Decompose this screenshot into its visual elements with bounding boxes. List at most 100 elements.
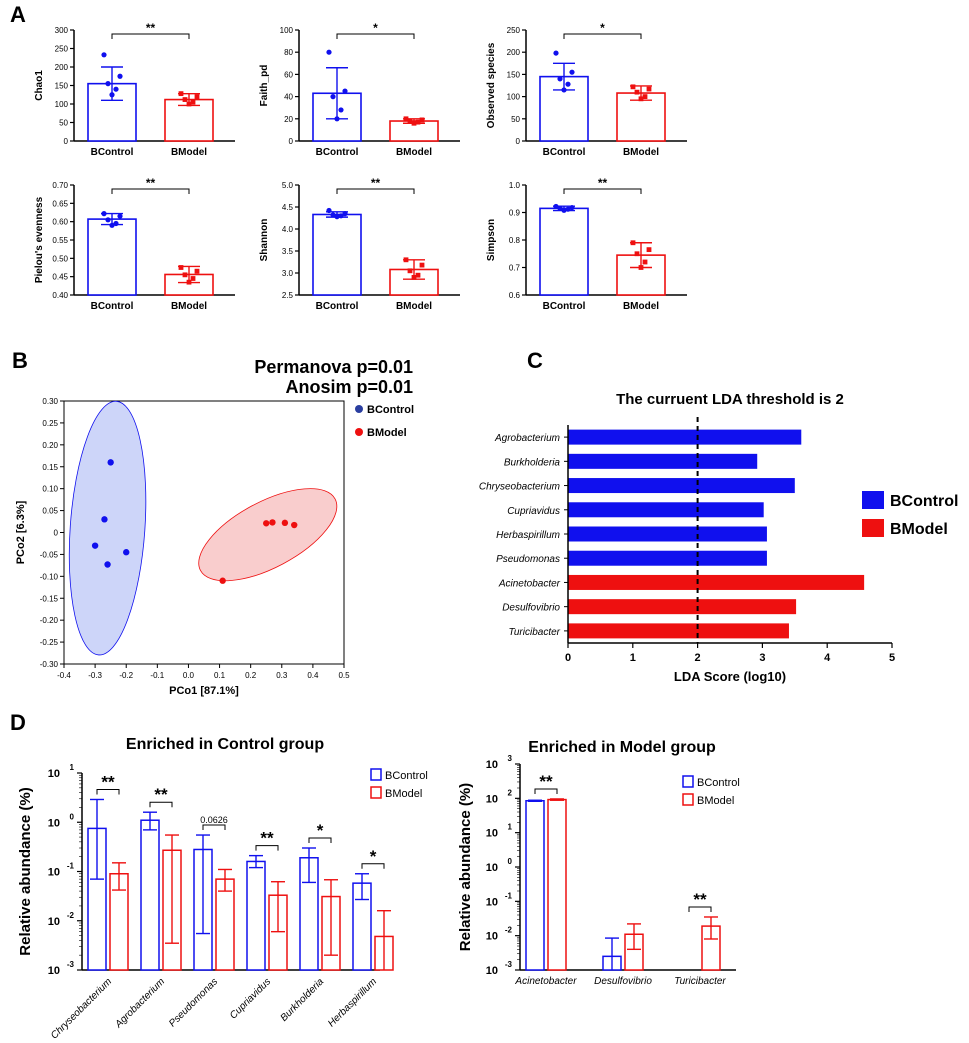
significance-label: ** (154, 785, 168, 804)
y-tick-label: 10 (48, 817, 60, 829)
legend-label: BControl (890, 493, 958, 510)
y-tick-label: 0 (54, 529, 59, 538)
y-axis-label: Pielou's evenness (34, 196, 45, 283)
data-point (117, 213, 123, 219)
y-tick-label: 250 (55, 45, 69, 54)
y-tick-exponent: -2 (67, 911, 75, 920)
bar (539, 75, 589, 142)
y-tick-label: 0.70 (52, 181, 68, 190)
x-tick-label: BModel (396, 147, 432, 158)
group-ellipse (198, 488, 338, 582)
legend-swatch (370, 768, 382, 781)
y-tick-label: -0.30 (40, 660, 59, 669)
y-tick-label: 3.0 (282, 269, 294, 278)
y-tick-label: 0 (64, 137, 69, 146)
data-point (178, 91, 184, 97)
data-point (123, 549, 130, 556)
legend-label: BModel (890, 521, 948, 538)
data-point (109, 222, 115, 228)
data-point (178, 265, 184, 270)
significance-label: * (600, 21, 605, 35)
panel-letter-a: A (10, 2, 26, 27)
data-point (190, 99, 196, 105)
y-tick-label: 0.15 (42, 463, 58, 472)
data-point (109, 92, 115, 98)
data-point (334, 116, 340, 122)
y-tick-label: 100 (55, 100, 69, 109)
lda-bar (568, 550, 767, 566)
significance-bracket (534, 788, 558, 794)
data-point (186, 101, 192, 107)
chart-observed-species: 0 50 100 150 200 250 Observed species BControl B… (486, 21, 687, 158)
data-point (330, 94, 336, 100)
data-point (104, 561, 111, 568)
stats-line-1: Permanova p=0.01 (254, 357, 413, 377)
y-tick-label: 80 (284, 48, 293, 57)
y-tick-exponent: -1 (505, 891, 513, 900)
y-tick-label: 0.65 (52, 199, 68, 208)
data-point (269, 519, 276, 526)
y-tick-exponent: 2 (508, 788, 513, 797)
bar (87, 218, 137, 296)
data-point (326, 207, 332, 214)
y-tick-exponent: 3 (508, 754, 513, 763)
y-tick-label: 50 (511, 115, 520, 124)
y-tick-label: 10 (48, 867, 60, 879)
y-tick-label: 50 (59, 119, 68, 128)
data-point (342, 88, 348, 94)
data-point (411, 120, 417, 126)
y-tick-label: 0.7 (509, 264, 521, 273)
y-tick-exponent: -3 (505, 960, 513, 969)
bar (312, 213, 362, 296)
significance-label: * (317, 821, 324, 840)
y-tick-label: 100 (507, 93, 521, 102)
chart-chao1: 0 50 100 150 200 250 300 Chao1 BControl BModel ** (34, 21, 235, 158)
y-tick-label: 3.5 (282, 247, 294, 256)
y-tick-label: 0.40 (52, 291, 68, 300)
data-point (565, 81, 571, 87)
data-point (182, 97, 188, 102)
data-point (330, 212, 336, 218)
data-point (419, 262, 425, 268)
x-tick-label: 4 (824, 652, 831, 664)
x-tick-label: -0.1 (150, 671, 164, 680)
data-point (638, 96, 644, 102)
x-tick-label: BModel (623, 147, 659, 158)
y-tick-exponent: 1 (508, 823, 513, 832)
y-axis-label: PCo2 [6.3%] (15, 500, 27, 564)
y-tick-label: 300 (55, 26, 69, 35)
lda-bar (568, 623, 789, 639)
group-ellipse (68, 400, 147, 656)
x-tick-label: BControl (91, 147, 134, 158)
data-point (569, 69, 575, 75)
data-point (91, 542, 99, 549)
y-tick-label: 0.6 (509, 291, 521, 300)
lda-bar (568, 429, 802, 445)
data-point (219, 577, 226, 584)
lda-bar (568, 453, 758, 469)
data-point (634, 89, 640, 95)
category-label: Burkholderia (279, 976, 327, 1024)
y-axis-label: Simpson (486, 219, 497, 261)
data-point (561, 87, 567, 93)
data-point (553, 203, 559, 210)
category-label: Turicibacter (674, 976, 726, 987)
y-tick-label: 0 (516, 137, 521, 146)
y-tick-label: 0.60 (52, 218, 68, 227)
data-point (630, 84, 636, 90)
x-tick-label: 0.3 (276, 671, 288, 680)
x-axis-label: LDA Score (log10) (674, 669, 786, 684)
data-point (338, 213, 344, 219)
significance-label: ** (146, 176, 156, 190)
significance-label: * (370, 847, 377, 866)
y-tick-label: 20 (284, 115, 293, 124)
data-point (281, 519, 289, 527)
data-point (553, 50, 559, 56)
y-axis-label: Chao1 (34, 70, 45, 101)
data-point (117, 73, 123, 79)
y-tick-label: 40 (284, 93, 293, 102)
legend-marker (355, 405, 363, 413)
data-point (642, 259, 648, 265)
x-tick-label: BControl (543, 301, 586, 312)
significance-bracket (96, 788, 120, 795)
